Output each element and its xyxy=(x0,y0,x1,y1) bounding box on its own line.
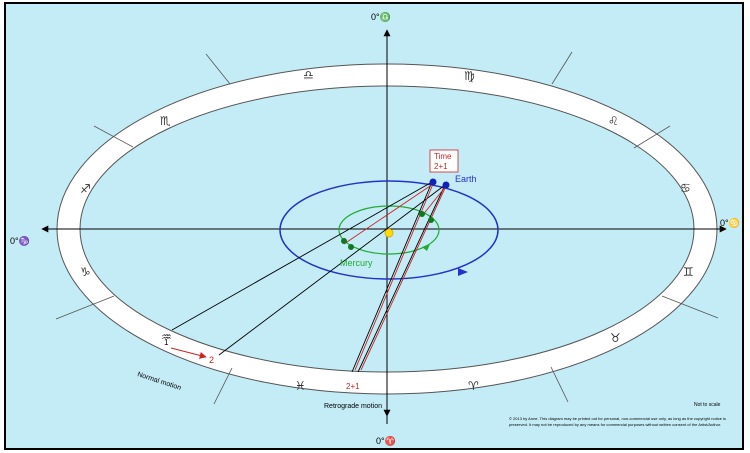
axis-label-right: 0°♋ xyxy=(720,217,740,228)
diagram-canvas: 0°♎ 0°♈ 0°♑ 0°♋ ♎ ♍ ♌ ♋ ♊ ♉ ♈ ♓ ♒ ♑ ♐ ♏ … xyxy=(4,2,744,450)
libra-sign-icon: ♎ xyxy=(303,68,314,82)
virgo-sign-icon: ♍ xyxy=(464,69,475,83)
sightline-red-1 xyxy=(343,183,434,245)
time-marker-box xyxy=(429,149,459,173)
direct-motion-caption-line-1: Normal motion xyxy=(136,371,182,392)
axis-label-bottom: 0°♈ xyxy=(376,435,396,446)
retrograde-caption: Retrograde motion xyxy=(324,403,382,410)
sightline-normal-2 xyxy=(218,184,446,356)
aquarius-sign-icon: ♒ xyxy=(161,330,172,344)
sightline-retro-1 xyxy=(351,181,433,373)
direct-motion-arrow xyxy=(170,347,207,359)
direct-motion-caption: Normal motion xyxy=(136,371,182,392)
capricorn-sign-icon: ♑ xyxy=(80,265,91,279)
sightline-red-2 xyxy=(421,185,447,217)
scale-note: Not to scale xyxy=(694,402,721,408)
mercury-position-4 xyxy=(428,217,434,223)
aries-sign-icon: ♈ xyxy=(468,379,479,393)
direct-motion-start: 1 xyxy=(164,338,169,347)
mercury-label: Mercury xyxy=(340,258,373,268)
pisces-sign-icon: ♓ xyxy=(295,379,306,393)
direct-motion-end: 2 xyxy=(209,355,214,365)
sightline-red-4 xyxy=(360,185,447,371)
retrograde-value: 2+1 xyxy=(346,382,360,391)
leo-sign-icon: ♌ xyxy=(608,114,619,128)
sun xyxy=(384,228,394,238)
zodiac-dividers xyxy=(55,51,719,405)
mercury-orbit-direction-icon xyxy=(422,244,430,251)
earth-orbit xyxy=(279,180,499,280)
mercury-position-1 xyxy=(341,238,347,244)
scorpio-sign-icon: ♏ xyxy=(160,114,171,128)
time-marker-value: 2+1 xyxy=(434,162,448,171)
earth-position-1 xyxy=(429,178,437,186)
sagittarius-sign-icon: ♐ xyxy=(80,182,91,196)
earth-orbit-direction-icon xyxy=(458,268,468,276)
mercury-position-2 xyxy=(348,244,354,250)
time-marker-title: Time xyxy=(434,152,452,161)
earth-position-2 xyxy=(442,181,450,189)
mercury-position-3 xyxy=(419,211,425,217)
axis-label-top: 0°♎ xyxy=(371,11,391,22)
sightline-retro-2 xyxy=(357,184,446,373)
earth-label: Earth xyxy=(455,174,477,184)
sightline-normal-1 xyxy=(171,181,433,331)
taurus-sign-icon: ♉ xyxy=(610,331,621,345)
cancer-sign-icon: ♋ xyxy=(680,181,691,195)
axis-label-left: 0°♑ xyxy=(10,235,30,246)
gemini-sign-icon: ♊ xyxy=(683,265,694,279)
copyright-notice: © 2013 by Anne. This diagram may be prin… xyxy=(509,416,726,427)
